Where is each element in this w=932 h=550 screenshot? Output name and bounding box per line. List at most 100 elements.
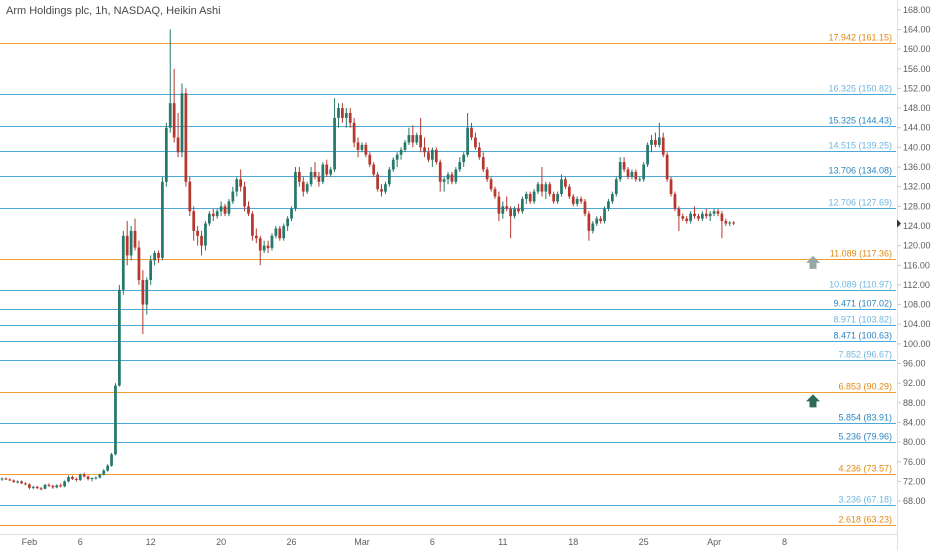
price-tick-label: 136.00 — [903, 162, 931, 172]
candle-body — [211, 213, 215, 217]
candle-body — [646, 144, 649, 165]
candle-body — [665, 154, 669, 180]
candle-body — [650, 140, 653, 145]
candle-body — [309, 171, 313, 185]
candle-body — [161, 181, 164, 258]
candle-body — [360, 144, 364, 150]
candle-body — [239, 179, 243, 187]
fib-level-label: 5.236 (79.96) — [838, 432, 892, 442]
candle-body — [141, 280, 145, 305]
candle-body — [454, 169, 458, 182]
fib-level-label: 7.852 (96.67) — [838, 350, 892, 360]
candle-body — [470, 127, 473, 138]
candle-body — [532, 191, 536, 202]
candle-body — [86, 476, 90, 479]
candle-body — [575, 198, 579, 204]
price-tick-label: 156.00 — [903, 64, 931, 74]
candle-body — [164, 127, 168, 182]
candle-body — [184, 93, 188, 182]
time-tick-label: 25 — [639, 537, 649, 547]
candle-body — [352, 122, 356, 143]
candle-body — [59, 485, 63, 487]
candle-body — [90, 477, 94, 479]
candle-body — [28, 484, 31, 488]
time-tick-label: Mar — [354, 537, 370, 547]
candle-body — [712, 211, 716, 214]
price-tick-label: 160.00 — [903, 44, 931, 54]
candle-body — [728, 222, 732, 224]
candle-body — [411, 135, 415, 143]
candle-body — [153, 252, 156, 261]
candle-body — [51, 485, 55, 488]
candle-body — [192, 211, 196, 231]
candle-body — [681, 216, 685, 219]
candle-body — [509, 208, 513, 217]
candle-body — [168, 103, 172, 128]
candle-body — [333, 117, 336, 170]
fib-level-label: 4.236 (73.57) — [838, 464, 892, 474]
candle-body — [732, 222, 736, 224]
candle-body — [446, 174, 450, 180]
candle-body — [278, 228, 282, 239]
candle-body — [305, 184, 309, 192]
candle-body — [372, 164, 376, 175]
price-tick-label: 168.00 — [903, 5, 931, 15]
candle-body — [380, 189, 383, 192]
candle-body — [196, 230, 200, 236]
candle-body — [282, 225, 286, 239]
fib-level-label: 17.942 (161.15) — [828, 33, 892, 43]
price-tick-label: 68.00 — [903, 496, 926, 506]
candle-body — [528, 194, 532, 202]
candle-body — [348, 112, 352, 123]
candle-body — [290, 208, 293, 219]
last-price-marker — [897, 219, 901, 228]
candle-body — [466, 127, 469, 155]
fib-level-label: 3.236 (67.18) — [838, 495, 892, 505]
candle-body — [704, 213, 708, 217]
candle-body — [697, 216, 700, 219]
candle-body — [517, 208, 520, 212]
price-tick-label: 112.00 — [903, 280, 930, 290]
candle-body — [55, 485, 59, 488]
candle-body — [591, 223, 595, 231]
fib-level-label: 14.515 (139.25) — [828, 141, 892, 151]
fib-level-label: 13.706 (134.08) — [828, 166, 892, 176]
candle-body — [638, 179, 642, 181]
time-tick-label: 8 — [782, 537, 787, 547]
candle-body — [31, 486, 35, 488]
candle-body — [685, 218, 689, 222]
candle-body — [180, 93, 184, 153]
candle-body — [102, 470, 106, 475]
candle-body — [207, 213, 211, 224]
fib-level-label: 16.325 (150.82) — [828, 84, 892, 94]
candle-body — [552, 194, 556, 202]
candle-body — [145, 280, 149, 305]
fib-level-label: 2.618 (63.23) — [838, 515, 892, 525]
fib-level-label: 11.089 (117.36) — [830, 249, 892, 259]
candle-body — [12, 480, 16, 482]
candle-body — [204, 223, 207, 246]
candle-body — [474, 137, 477, 148]
candle-body — [654, 140, 657, 145]
price-tick-label: 76.00 — [903, 457, 926, 467]
time-tick-label: Feb — [22, 537, 38, 547]
candle-body — [521, 198, 524, 212]
candle-body — [129, 230, 133, 256]
candle-body — [43, 484, 47, 489]
time-tick-label: 20 — [216, 537, 226, 547]
price-tick-label: 132.00 — [903, 182, 931, 192]
candle-body — [677, 208, 681, 217]
candle-body — [403, 142, 407, 150]
candle-body — [247, 206, 250, 214]
candle-body — [200, 235, 203, 246]
candle-body — [121, 235, 125, 290]
time-tick-label: 6 — [430, 537, 435, 547]
candle-body — [536, 184, 540, 192]
fib-level-label: 9.471 (107.02) — [833, 299, 892, 309]
candle-body — [215, 211, 219, 217]
candle-body — [614, 179, 618, 195]
candle-body — [114, 385, 117, 455]
candle-body — [341, 108, 344, 118]
candle-body — [219, 206, 223, 212]
price-tick-label: 84.00 — [903, 417, 926, 427]
